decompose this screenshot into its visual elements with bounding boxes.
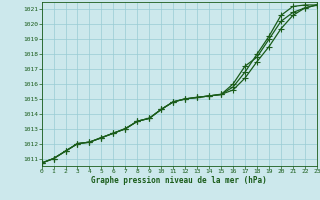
X-axis label: Graphe pression niveau de la mer (hPa): Graphe pression niveau de la mer (hPa) (91, 176, 267, 185)
